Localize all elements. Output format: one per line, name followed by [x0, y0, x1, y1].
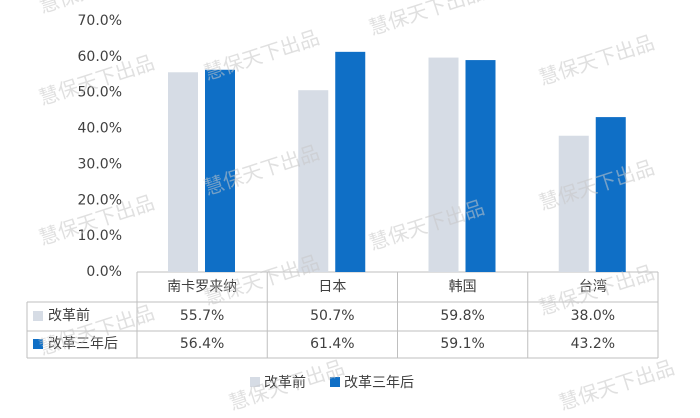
watermark: 慧保天下出品 — [556, 355, 678, 414]
bar — [428, 57, 459, 273]
y-tick-label: 0.0% — [86, 264, 122, 280]
x-tick-label: 日本 — [318, 279, 346, 295]
row-label: 改革前 — [48, 307, 90, 324]
bar — [298, 90, 329, 272]
table-value: 55.7% — [180, 308, 224, 324]
watermark: 慧保天下出品 — [201, 25, 323, 85]
row-label: 改革三年后 — [48, 336, 118, 352]
bar — [465, 60, 496, 272]
x-tick-label: 台湾 — [579, 278, 607, 295]
legend-key — [33, 339, 43, 349]
bar — [168, 72, 198, 272]
table-value: 61.4% — [310, 336, 354, 352]
table-value: 43.2% — [571, 336, 615, 352]
table-value: 50.7% — [310, 308, 354, 324]
y-tick-label: 60.0% — [78, 49, 122, 65]
y-tick-label: 10.0% — [78, 228, 122, 244]
table-value: 59.1% — [440, 336, 484, 352]
x-tick-label: 南卡罗来纳 — [167, 279, 237, 295]
x-tick-label: 韩国 — [449, 279, 477, 295]
legend-key — [330, 377, 340, 387]
y-tick-label: 70.0% — [78, 13, 122, 29]
table-value: 38.0% — [571, 308, 615, 324]
bar — [205, 69, 235, 272]
watermark: 慧保天下出品 — [536, 30, 658, 90]
bar — [558, 135, 589, 272]
bar — [595, 117, 626, 273]
legend-label: 改革前 — [264, 374, 306, 391]
y-tick-label: 20.0% — [78, 192, 122, 208]
legend-key — [250, 377, 260, 387]
table-value: 56.4% — [180, 336, 224, 352]
watermark: 慧保天下出品 — [366, 0, 488, 40]
table-value: 59.8% — [440, 308, 484, 324]
y-tick-label: 40.0% — [78, 121, 122, 137]
y-tick-label: 50.0% — [78, 85, 122, 101]
watermark: 慧保天下出品 — [226, 355, 348, 414]
bar — [335, 51, 366, 272]
legend-key — [33, 311, 43, 321]
legend-label: 改革三年后 — [344, 375, 414, 391]
y-tick-label: 30.0% — [78, 156, 122, 172]
